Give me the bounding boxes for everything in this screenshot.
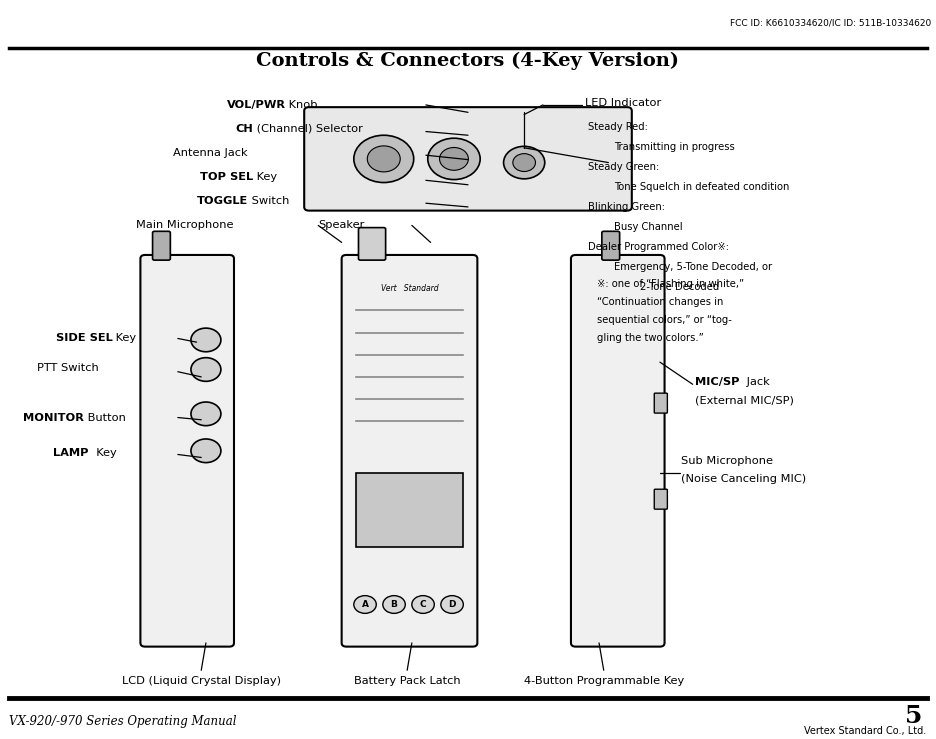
Text: 5: 5 xyxy=(904,704,922,727)
FancyBboxPatch shape xyxy=(358,228,386,260)
Text: MIC/SP: MIC/SP xyxy=(695,377,739,387)
Circle shape xyxy=(440,148,468,170)
Text: Antenna Jack: Antenna Jack xyxy=(173,148,248,158)
Text: Vertex Standard Co., Ltd.: Vertex Standard Co., Ltd. xyxy=(804,726,927,736)
Text: TOGGLE: TOGGLE xyxy=(197,196,248,206)
Text: Button: Button xyxy=(84,412,126,423)
Text: Knob: Knob xyxy=(285,100,318,110)
Text: Battery Pack Latch: Battery Pack Latch xyxy=(354,676,461,687)
Circle shape xyxy=(191,439,221,463)
Text: Tone Squelch in defeated condition: Tone Squelch in defeated condition xyxy=(614,182,789,192)
Text: PTT Switch: PTT Switch xyxy=(37,363,98,373)
Text: D: D xyxy=(448,600,456,609)
Text: Transmitting in progress: Transmitting in progress xyxy=(614,142,735,152)
Text: 2-Tone Decoded: 2-Tone Decoded xyxy=(640,282,720,292)
FancyBboxPatch shape xyxy=(654,489,667,509)
FancyBboxPatch shape xyxy=(571,255,665,647)
Text: (Channel) Selector: (Channel) Selector xyxy=(253,123,362,134)
Text: Emergency, 5-Tone Decoded, or: Emergency, 5-Tone Decoded, or xyxy=(614,262,772,272)
Text: FCC ID: K6610334620/IC ID: 511B-10334620: FCC ID: K6610334620/IC ID: 511B-10334620 xyxy=(730,18,931,27)
Text: Busy Channel: Busy Channel xyxy=(614,222,682,232)
Text: Jack: Jack xyxy=(743,377,770,387)
Text: Key: Key xyxy=(253,172,277,183)
Text: VX-920/-970 Series Operating Manual: VX-920/-970 Series Operating Manual xyxy=(9,715,237,728)
Text: Speaker: Speaker xyxy=(318,220,365,231)
Text: Key: Key xyxy=(89,448,117,458)
Text: Key: Key xyxy=(112,333,137,344)
Text: Main Microphone: Main Microphone xyxy=(137,220,234,231)
Circle shape xyxy=(191,328,221,352)
FancyBboxPatch shape xyxy=(602,231,620,260)
Circle shape xyxy=(191,358,221,381)
Circle shape xyxy=(367,146,401,172)
Text: TOP SEL: TOP SEL xyxy=(199,172,253,183)
Text: Controls & Connectors (4-Key Version): Controls & Connectors (4-Key Version) xyxy=(256,52,680,70)
FancyBboxPatch shape xyxy=(654,393,667,413)
Text: (External MIC/SP): (External MIC/SP) xyxy=(695,395,794,406)
Circle shape xyxy=(354,135,414,183)
FancyBboxPatch shape xyxy=(356,473,463,547)
FancyBboxPatch shape xyxy=(153,231,170,260)
Circle shape xyxy=(441,596,463,613)
FancyBboxPatch shape xyxy=(304,107,632,211)
Text: gling the two colors.”: gling the two colors.” xyxy=(597,333,704,343)
Text: 4-Button Programmable Key: 4-Button Programmable Key xyxy=(523,676,684,687)
Text: LAMP: LAMP xyxy=(53,448,89,458)
FancyBboxPatch shape xyxy=(342,255,477,647)
Text: Vert   Standard: Vert Standard xyxy=(381,284,438,293)
Text: sequential colors,” or “tog-: sequential colors,” or “tog- xyxy=(597,315,732,325)
Text: CH: CH xyxy=(235,123,253,134)
Text: VOL/PWR: VOL/PWR xyxy=(227,100,285,110)
FancyBboxPatch shape xyxy=(140,255,234,647)
Text: Steady Green:: Steady Green: xyxy=(588,162,659,172)
Circle shape xyxy=(354,596,376,613)
Text: Sub Microphone: Sub Microphone xyxy=(681,456,773,466)
Circle shape xyxy=(504,146,545,179)
Text: Blinking Green:: Blinking Green: xyxy=(588,202,665,212)
Text: (Noise Canceling MIC): (Noise Canceling MIC) xyxy=(681,474,807,484)
Circle shape xyxy=(428,138,480,180)
Text: LCD (Liquid Crystal Display): LCD (Liquid Crystal Display) xyxy=(122,676,281,687)
Circle shape xyxy=(513,154,535,171)
Text: LED Indicator: LED Indicator xyxy=(585,98,661,109)
Text: B: B xyxy=(390,600,398,609)
Circle shape xyxy=(383,596,405,613)
Circle shape xyxy=(412,596,434,613)
Text: “Continuation changes in: “Continuation changes in xyxy=(597,297,724,307)
Text: SIDE SEL: SIDE SEL xyxy=(55,333,112,344)
Circle shape xyxy=(191,402,221,426)
Text: Dealer Programmed Color※:: Dealer Programmed Color※: xyxy=(588,242,729,252)
Text: Switch: Switch xyxy=(248,196,289,206)
Text: MONITOR: MONITOR xyxy=(23,412,84,423)
Text: C: C xyxy=(419,600,427,609)
Text: A: A xyxy=(361,600,369,609)
Text: Steady Red:: Steady Red: xyxy=(588,122,648,132)
Text: ※: one of “Flashing in white,”: ※: one of “Flashing in white,” xyxy=(597,279,744,290)
